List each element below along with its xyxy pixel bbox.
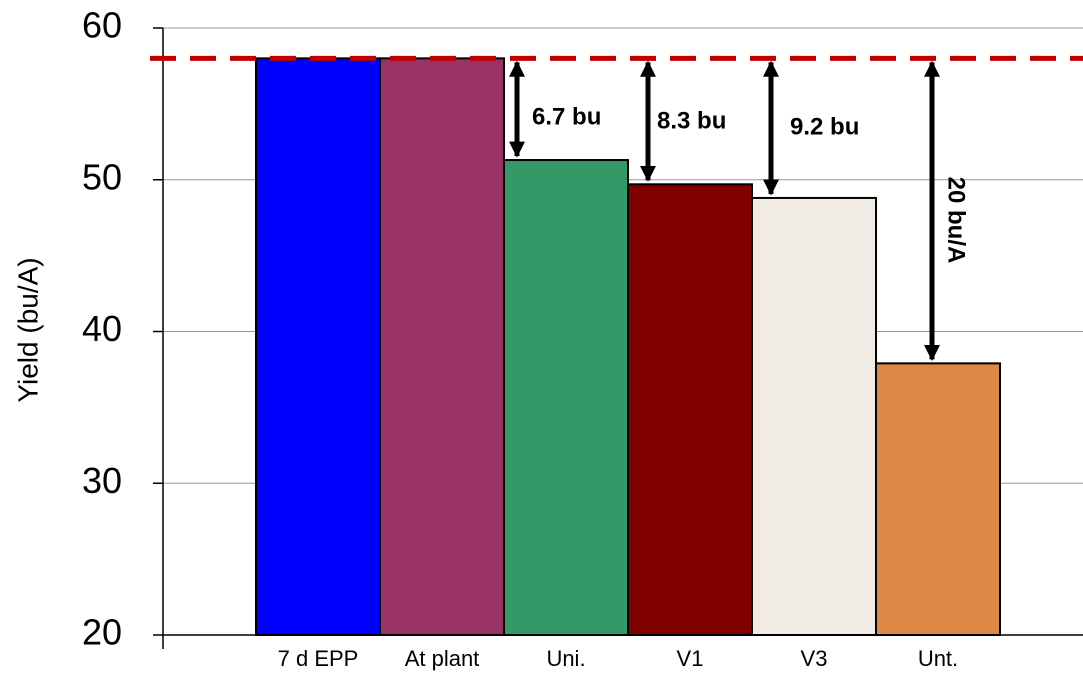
annotation: 8.3 bu (657, 107, 726, 134)
x-tick-label: V1 (677, 646, 704, 671)
bar (627, 183, 753, 637)
bar (875, 362, 1001, 636)
x-tick-label: At plant (405, 646, 480, 671)
y-tick-label: 40 (82, 308, 122, 349)
annotation: 20 bu/A (943, 177, 970, 264)
bar (503, 159, 629, 637)
y-tick-label: 60 (82, 5, 122, 46)
y-tick-label: 30 (82, 460, 122, 501)
bar (255, 57, 381, 637)
y-axis-label: Yield (bu/A) (12, 257, 43, 402)
x-tick-label: Uni. (546, 646, 585, 671)
x-tick-label: 7 d EPP (278, 646, 359, 671)
annotation: 6.7 bu (532, 103, 601, 130)
y-tick-label: 20 (82, 612, 122, 653)
bar (751, 196, 877, 637)
y-tick-label: 50 (82, 156, 122, 197)
x-tick-label: V3 (801, 646, 828, 671)
bar (379, 57, 505, 637)
annotation: 9.2 bu (790, 113, 859, 140)
x-tick-label: Unt. (918, 646, 958, 671)
